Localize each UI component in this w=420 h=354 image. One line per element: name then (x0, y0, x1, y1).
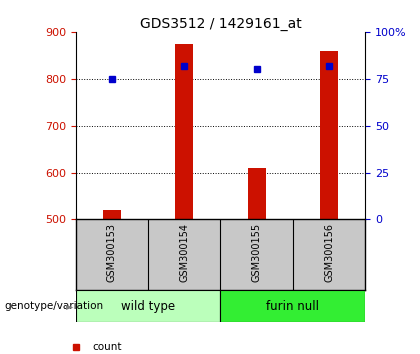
Bar (220, 290, 365, 322)
Bar (175, 44, 193, 219)
Bar (320, 51, 338, 219)
Text: ►: ► (66, 301, 74, 311)
Bar (76, 290, 220, 322)
Title: GDS3512 / 1429161_at: GDS3512 / 1429161_at (139, 17, 302, 31)
Text: furin null: furin null (266, 300, 320, 313)
Text: GSM300156: GSM300156 (324, 223, 334, 282)
Text: count: count (92, 342, 122, 352)
Bar (248, 168, 266, 219)
Text: GSM300154: GSM300154 (179, 223, 189, 282)
Bar (103, 210, 121, 219)
Text: GSM300153: GSM300153 (107, 223, 117, 282)
Text: wild type: wild type (121, 300, 175, 313)
Text: GSM300155: GSM300155 (252, 223, 262, 282)
Text: genotype/variation: genotype/variation (4, 301, 103, 311)
